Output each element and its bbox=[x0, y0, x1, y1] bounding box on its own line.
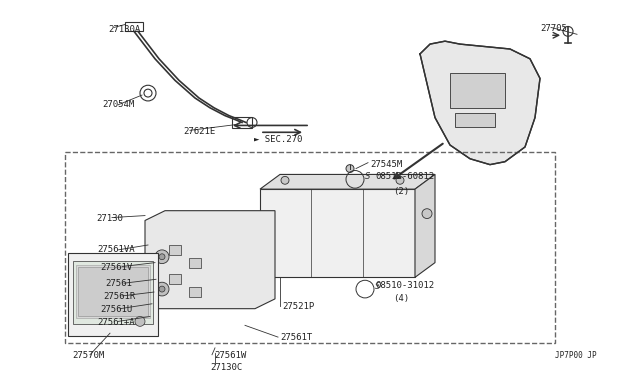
Bar bbox=[73, 261, 153, 324]
Circle shape bbox=[346, 165, 354, 173]
Text: (2): (2) bbox=[393, 187, 409, 196]
Text: 27561W: 27561W bbox=[214, 351, 246, 360]
Bar bbox=[169, 245, 181, 255]
Text: 27561VA: 27561VA bbox=[97, 245, 134, 254]
Text: 27130: 27130 bbox=[96, 214, 123, 222]
Polygon shape bbox=[415, 174, 435, 277]
Text: 27130A: 27130A bbox=[108, 25, 140, 35]
Text: JP7P00 JP: JP7P00 JP bbox=[555, 351, 596, 360]
Text: 27561U: 27561U bbox=[100, 305, 132, 314]
Text: 27561+A: 27561+A bbox=[97, 318, 134, 327]
Bar bbox=[68, 253, 158, 336]
Circle shape bbox=[159, 254, 165, 260]
Circle shape bbox=[396, 176, 404, 184]
Text: 27570M: 27570M bbox=[72, 351, 104, 360]
Bar bbox=[450, 74, 505, 108]
Text: 27561: 27561 bbox=[105, 279, 132, 288]
Text: 27130C: 27130C bbox=[210, 363, 243, 372]
Polygon shape bbox=[260, 174, 435, 189]
Bar bbox=[189, 258, 201, 267]
Circle shape bbox=[159, 286, 165, 292]
Text: 27561R: 27561R bbox=[103, 292, 135, 301]
Circle shape bbox=[422, 209, 432, 218]
Bar bbox=[125, 22, 143, 31]
Circle shape bbox=[155, 282, 169, 296]
Bar bbox=[65, 152, 555, 343]
Bar bbox=[232, 116, 252, 128]
Polygon shape bbox=[145, 211, 275, 309]
Bar bbox=[169, 275, 181, 284]
Text: 08512-60812: 08512-60812 bbox=[375, 173, 434, 182]
Polygon shape bbox=[420, 41, 540, 165]
Text: 27054M: 27054M bbox=[102, 100, 134, 109]
Bar bbox=[78, 267, 148, 315]
Bar bbox=[455, 113, 495, 127]
Text: ► SEC.270: ► SEC.270 bbox=[254, 135, 302, 144]
Text: S: S bbox=[375, 282, 380, 291]
Bar bbox=[76, 264, 150, 318]
Text: 27621E: 27621E bbox=[183, 127, 215, 137]
Text: 27561T: 27561T bbox=[280, 333, 312, 342]
Text: 27521P: 27521P bbox=[282, 302, 314, 311]
Text: 27705: 27705 bbox=[540, 25, 567, 33]
Circle shape bbox=[155, 250, 169, 264]
Circle shape bbox=[135, 317, 145, 326]
Text: 08510-31012: 08510-31012 bbox=[375, 281, 434, 290]
Text: 27561V: 27561V bbox=[100, 263, 132, 272]
Text: 27545M: 27545M bbox=[370, 160, 403, 169]
Circle shape bbox=[281, 176, 289, 184]
Text: (4): (4) bbox=[393, 294, 409, 303]
Bar bbox=[189, 287, 201, 297]
Text: S: S bbox=[365, 172, 371, 181]
Bar bbox=[260, 189, 415, 277]
